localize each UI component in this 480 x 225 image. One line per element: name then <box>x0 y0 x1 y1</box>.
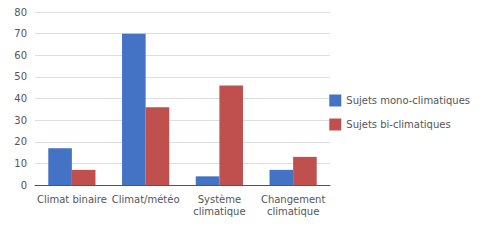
svg-text:40: 40 <box>14 93 27 104</box>
svg-text:climatique: climatique <box>267 206 319 217</box>
svg-text:climatique: climatique <box>193 206 245 217</box>
svg-text:50: 50 <box>14 71 27 82</box>
svg-text:70: 70 <box>14 28 27 39</box>
svg-text:Climat binaire: Climat binaire <box>37 194 107 205</box>
svg-text:Sujets bi-climatiques: Sujets bi-climatiques <box>346 119 450 130</box>
svg-text:30: 30 <box>14 115 27 126</box>
svg-text:10: 10 <box>14 158 27 169</box>
svg-text:80: 80 <box>14 7 27 18</box>
svg-text:Climat/météo: Climat/météo <box>112 194 180 205</box>
svg-text:60: 60 <box>14 50 27 61</box>
svg-text:20: 20 <box>14 136 27 147</box>
svg-text:Sujets mono-climatiques: Sujets mono-climatiques <box>346 95 470 106</box>
svg-text:Changement: Changement <box>261 194 326 205</box>
svg-text:Système: Système <box>198 194 241 205</box>
svg-text:0: 0 <box>21 180 27 191</box>
